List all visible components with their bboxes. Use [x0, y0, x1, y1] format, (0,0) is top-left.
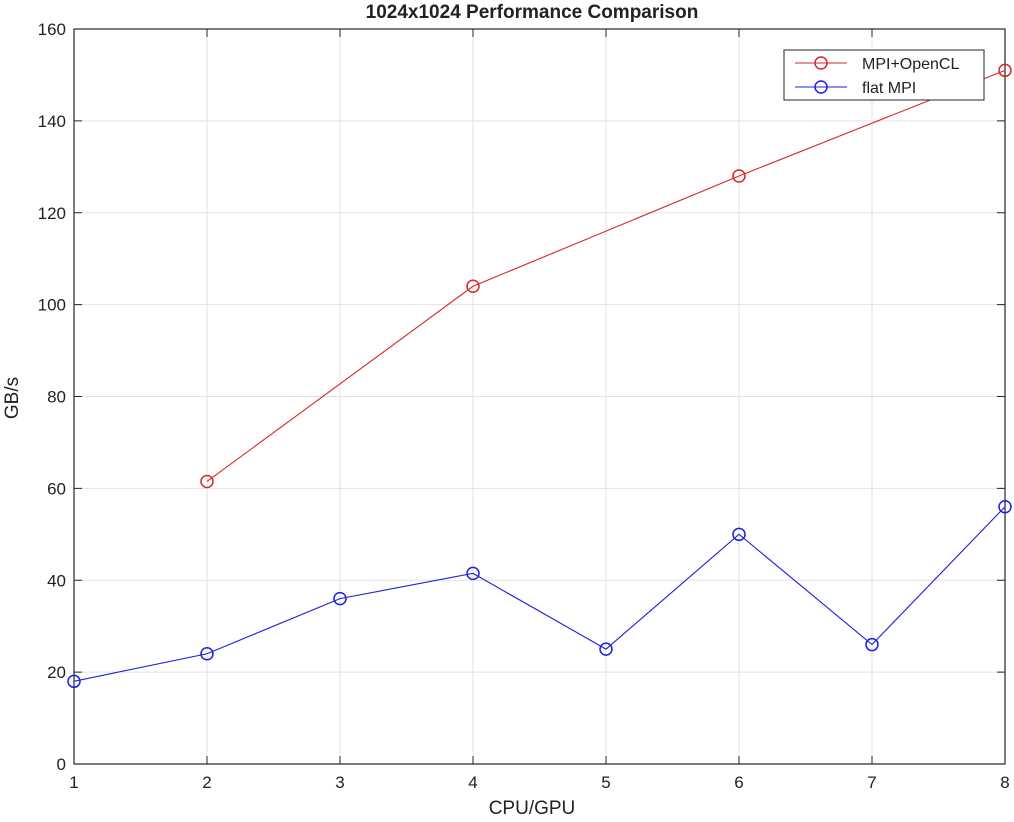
y-axis-label: GB/s — [2, 377, 23, 419]
legend-marker-mpi-opencl — [814, 56, 828, 70]
data-point-flat-mpi — [333, 591, 347, 606]
y-tick-label: 80 — [47, 388, 66, 407]
series-layer — [67, 63, 1012, 689]
data-point-flat-mpi — [67, 674, 81, 689]
y-tick-label: 120 — [38, 204, 66, 223]
x-tick-label: 6 — [734, 773, 743, 792]
y-tick-label: 0 — [57, 755, 66, 774]
y-tick-label: 140 — [38, 112, 66, 131]
data-point-flat-mpi — [998, 500, 1012, 514]
y-tick-label: 40 — [47, 571, 66, 590]
data-point-flat-mpi — [599, 642, 613, 656]
data-point-flat-mpi — [732, 527, 746, 542]
series-line-mpi-opencl — [206, 69, 1006, 482]
data-point-flat-mpi — [466, 566, 480, 581]
legend-marker-flat-mpi — [814, 80, 828, 94]
data-point-mpi-opencl — [466, 279, 480, 293]
legend-label-flat-mpi: flat MPI — [862, 80, 916, 97]
series-mpi-opencl — [200, 63, 1012, 489]
data-point-mpi-opencl — [998, 63, 1012, 78]
y-tick-label: 100 — [38, 296, 66, 315]
legend-label-mpi-opencl: MPI+OpenCL — [862, 56, 959, 73]
x-tick-label: 8 — [1000, 773, 1009, 792]
x-tick-label: 3 — [335, 773, 344, 792]
data-point-flat-mpi — [865, 637, 879, 652]
x-tick-label: 4 — [468, 773, 477, 792]
x-tick-label: 5 — [601, 773, 610, 792]
y-tick-label: 60 — [47, 479, 66, 498]
x-axis-label: CPU/GPU — [489, 798, 576, 819]
x-tick-label: 2 — [202, 773, 211, 792]
data-point-mpi-opencl — [732, 169, 746, 183]
series-flat-mpi — [67, 500, 1012, 689]
x-tick-label: 1 — [69, 773, 78, 792]
legend: MPI+OpenCL flat MPI — [783, 49, 985, 101]
y-tick-label: 20 — [47, 663, 66, 682]
series-line-flat-mpi — [73, 506, 1006, 682]
data-point-flat-mpi — [200, 647, 214, 661]
y-tick-label: 160 — [38, 20, 66, 39]
x-tick-label: 7 — [867, 773, 876, 792]
data-point-mpi-opencl — [200, 474, 214, 489]
chart-title: 1024x1024 Performance Comparison — [366, 2, 699, 23]
